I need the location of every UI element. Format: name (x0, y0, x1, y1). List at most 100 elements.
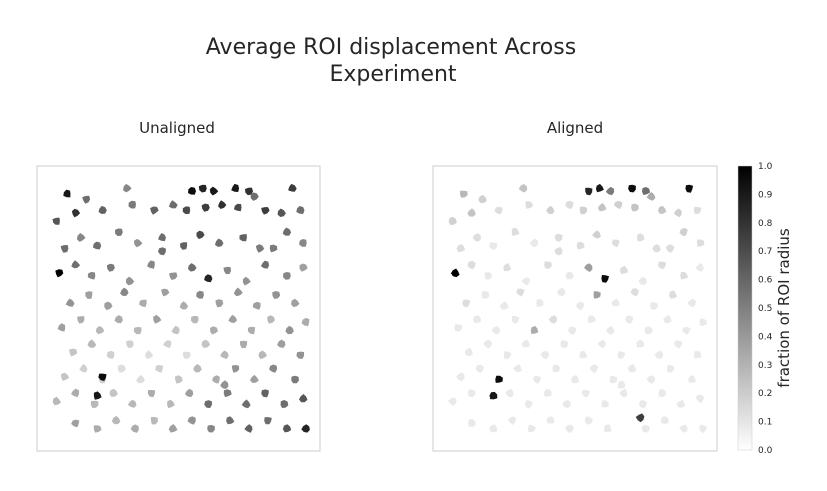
roi-blob (210, 326, 218, 335)
roi-blob (250, 192, 259, 201)
panel-title-aligned: Aligned (547, 119, 603, 137)
roi-blob (587, 315, 596, 323)
roi-blob (491, 326, 500, 335)
roi-blob (680, 271, 688, 280)
roi-blob (299, 239, 307, 247)
figure-title-line1: Average ROI displacement Across (206, 35, 576, 60)
roi-blob (231, 365, 240, 373)
roi-blob (456, 372, 465, 382)
roi-blob (261, 389, 269, 398)
roi-blob (168, 200, 178, 209)
roi-blob (239, 340, 248, 349)
roi-blob (456, 244, 466, 252)
roi-blob (204, 400, 212, 409)
roi-blob (264, 417, 272, 425)
roi-blob (223, 266, 231, 275)
roi-blob (688, 375, 696, 383)
roi-blob (60, 245, 69, 253)
roi-blob (636, 339, 645, 348)
roi-blob (593, 291, 601, 299)
roi-blob (57, 323, 66, 332)
roi-blob (168, 424, 178, 433)
roi-blob (679, 227, 688, 237)
colorbar-tick-label: 0.4 (758, 332, 773, 342)
roi-blob (699, 424, 708, 434)
roi-blob (147, 390, 156, 398)
roi-blob (291, 298, 300, 308)
roi-blob (139, 299, 147, 307)
roi-blob (546, 416, 555, 424)
roi-blob (282, 424, 292, 433)
roi-blob (652, 244, 661, 253)
roi-blob (244, 187, 253, 196)
roi-blob (503, 351, 512, 360)
roi-blob (489, 242, 498, 250)
roi-blob (642, 187, 651, 195)
roi-blob (554, 247, 563, 256)
roi-blob (464, 347, 473, 357)
roi-blob (179, 301, 189, 310)
roi-blob (646, 375, 656, 384)
roi-blob (126, 340, 134, 348)
roi-blob (71, 260, 81, 269)
roi-blob (613, 200, 623, 210)
roi-blob (55, 269, 64, 278)
roi-blob (258, 350, 267, 360)
roi-blob (484, 272, 492, 280)
roi-blob (548, 315, 557, 324)
roi-blob (507, 416, 517, 425)
roi-blob (52, 217, 60, 225)
roi-blob (228, 314, 238, 323)
roi-blob (71, 388, 80, 398)
roi-blob (180, 242, 188, 250)
roi-blob (605, 186, 615, 196)
panel-unaligned (36, 165, 321, 452)
roi-blob (169, 272, 178, 280)
roi-blob (584, 263, 593, 272)
roi-blob (184, 388, 194, 398)
roi-blob (576, 301, 585, 311)
roi-blob (231, 183, 240, 192)
roi-blob (193, 364, 202, 373)
roi-blob (521, 339, 531, 348)
roi-blob (467, 208, 476, 217)
roi-blob (188, 263, 197, 272)
roi-blob (277, 339, 286, 348)
roi-blob (85, 291, 93, 299)
roi-blob (495, 375, 503, 383)
roi-blob (125, 276, 135, 286)
roi-blob (220, 350, 229, 359)
roi-blob (528, 424, 536, 433)
roi-blob (204, 274, 213, 283)
roi-blob (673, 208, 682, 218)
roi-blob (299, 394, 308, 403)
roi-blob (188, 187, 196, 195)
roi-blob (448, 216, 457, 225)
roi-blob (468, 419, 476, 428)
roi-blob (93, 425, 102, 433)
roi-blob (489, 391, 498, 400)
roi-blob (462, 299, 471, 308)
roi-blob (560, 340, 569, 349)
roi-blob (171, 325, 180, 335)
roi-blob (650, 302, 658, 310)
roi-blob (250, 374, 259, 383)
roi-blob (628, 184, 636, 193)
roi-blob (76, 233, 86, 242)
roi-blob (595, 183, 604, 193)
roi-blob (187, 416, 196, 425)
colorbar-tick-label: 0.6 (758, 276, 773, 286)
roi-blob (95, 325, 105, 335)
roi-blob (516, 288, 525, 297)
roi-blob (117, 364, 126, 373)
roi-blob (641, 424, 651, 433)
roi-blob (147, 260, 155, 269)
roi-blob (87, 271, 96, 280)
roi-blob (499, 301, 509, 310)
roi-blob (65, 298, 75, 307)
roi-blob (71, 419, 80, 428)
roi-blob (133, 327, 142, 335)
roi-blob (158, 233, 166, 242)
panel-unaligned-frame (36, 165, 321, 452)
roi-blob (120, 287, 129, 296)
